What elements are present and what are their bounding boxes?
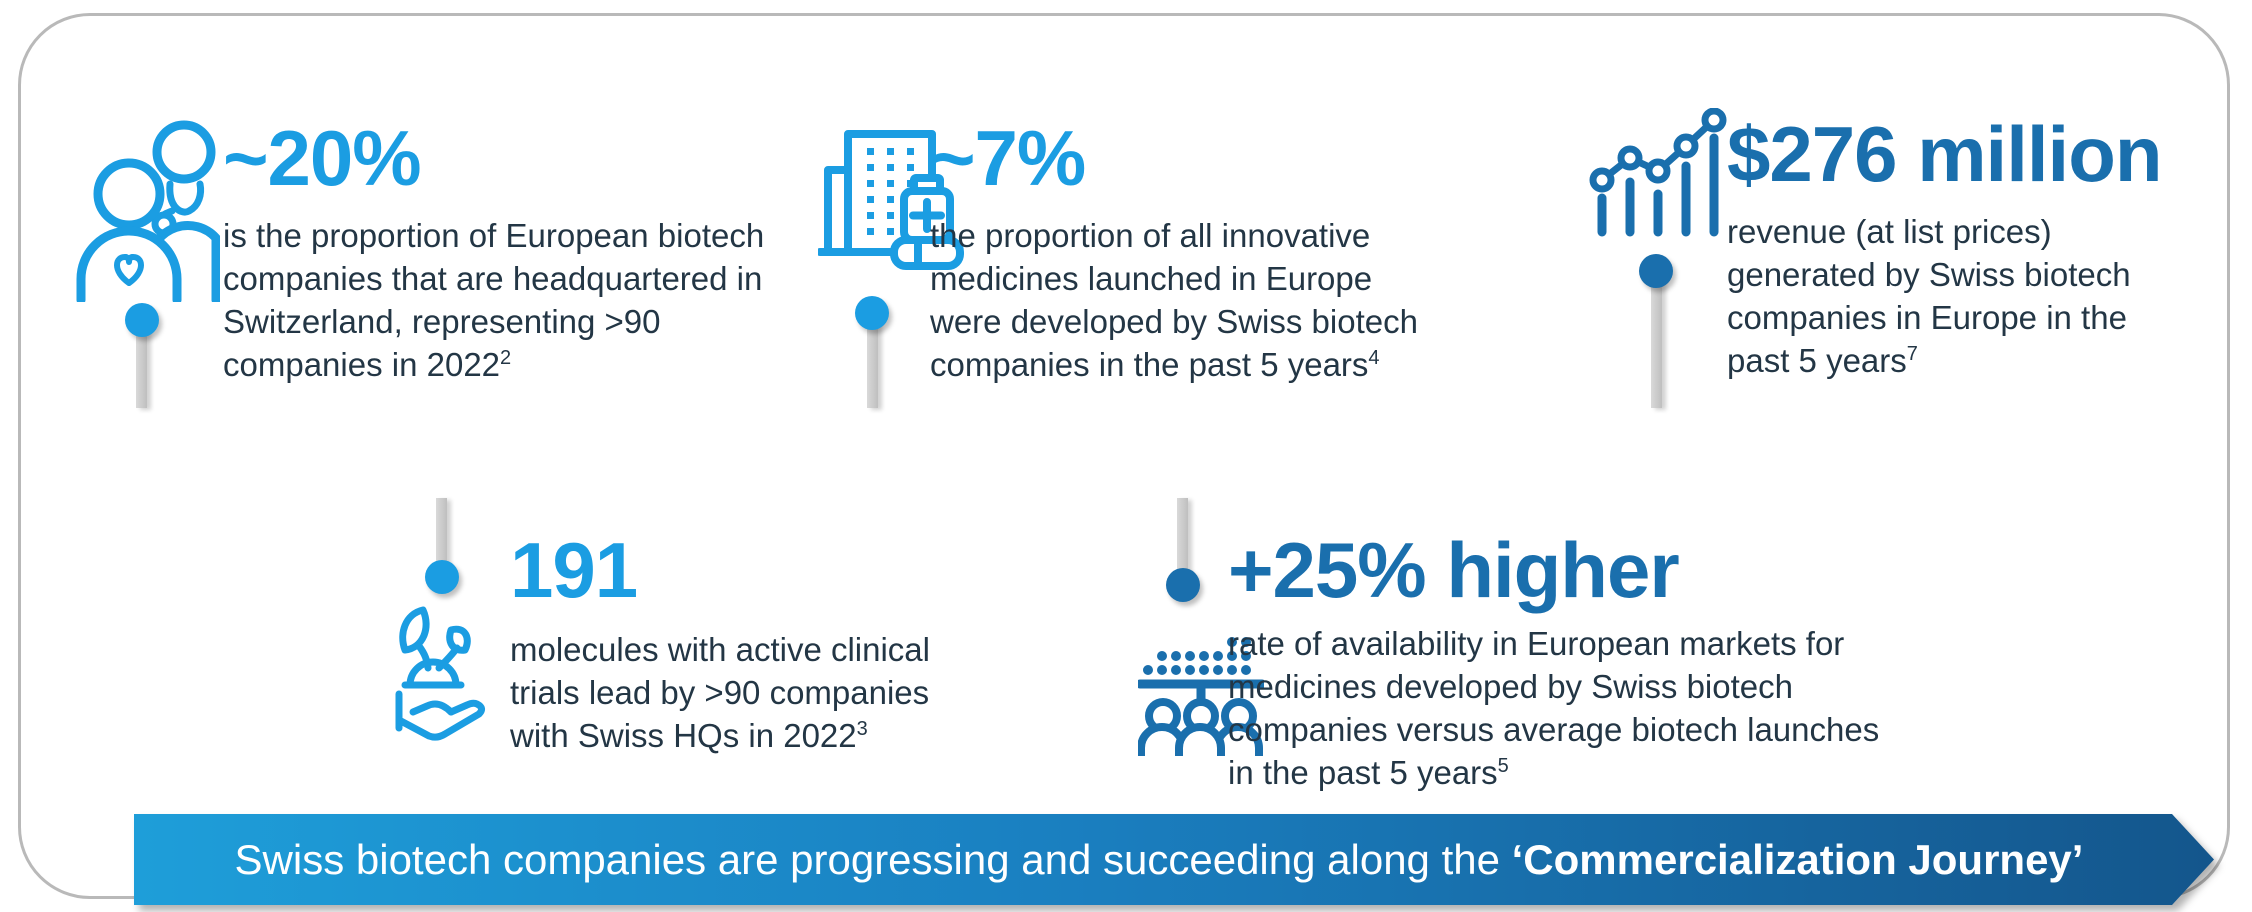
connector-line-3 [1651, 271, 1662, 408]
stat-description: molecules with active clinical trials le… [510, 628, 930, 757]
footnote-ref: 2 [500, 347, 512, 369]
connector-line-2 [867, 313, 878, 408]
stat-line: companies in 20222 [223, 346, 512, 383]
stat-line: is the proportion of European biotech [223, 217, 765, 254]
audience-chart-icon [1135, 616, 1267, 761]
hand-plant-icon [395, 606, 487, 749]
stat-line: the proportion of all innovative [930, 217, 1371, 254]
stat-line: past 5 years7 [1727, 342, 1918, 379]
stat-line: were developed by Swiss biotech [930, 303, 1418, 340]
connector-dot-4 [425, 560, 459, 594]
stat-availability-rate: +25% higher rate of availability in Euro… [1228, 528, 1879, 794]
stat-innovative-medicines-share: ~7% the proportion of all innovative med… [930, 116, 1418, 386]
stat-line: rate of availability in European markets… [1228, 625, 1845, 662]
banner-text-normal: Swiss biotech companies are progressing … [234, 835, 1512, 883]
stat-value: ~7% [930, 114, 1086, 202]
stat-line: molecules with active clinical [510, 631, 930, 668]
stat-description: the proportion of all innovative medicin… [930, 214, 1418, 386]
stat-description: revenue (at list prices) generated by Sw… [1727, 210, 2162, 382]
stat-line: revenue (at list prices) [1727, 213, 2052, 250]
stat-line: companies in the past 5 years4 [930, 346, 1380, 383]
connector-dot-1 [125, 303, 159, 337]
stat-description: is the proportion of European biotech co… [223, 214, 764, 386]
commercialization-banner: Swiss biotech companies are progressing … [67, 407, 2147, 498]
patient-doctor-icon [72, 112, 221, 307]
stat-line: Switzerland, representing >90 [223, 303, 661, 340]
stat-line: companies versus average biotech launche… [1228, 711, 1880, 748]
stat-line: generated by Swiss biotech [1727, 256, 2131, 293]
stat-line: medicines launched in Europe [930, 260, 1373, 297]
stat-line: medicines developed by Swiss biotech [1228, 668, 1793, 705]
connector-dot-3 [1639, 254, 1673, 288]
banner-text-bold: ‘Commercialization Journey’ [1511, 835, 2084, 883]
stat-description: rate of availability in European markets… [1228, 622, 1879, 794]
hospital-medicine-icon [816, 124, 973, 299]
connector-line-4 [436, 498, 447, 578]
stat-line: with Swiss HQs in 20223 [510, 717, 868, 754]
stat-europe-revenue: $276 million revenue (at list prices) ge… [1727, 110, 2163, 382]
stat-line: trials lead by >90 companies [510, 674, 930, 711]
stat-value: +25% higher [1228, 526, 1680, 614]
growth-chart-icon [1588, 107, 1728, 243]
footnote-ref: 3 [856, 718, 868, 740]
footnote-ref: 4 [1368, 347, 1380, 369]
footnote-ref: 7 [1906, 343, 1918, 365]
stat-european-hq-share: ~20% is the proportion of European biote… [223, 116, 764, 386]
stat-active-molecules: 191 molecules with active clinical trial… [510, 528, 930, 757]
footnote-ref: 5 [1497, 755, 1509, 777]
connector-line-1 [136, 320, 147, 408]
stat-line: companies that are headquartered in [223, 260, 763, 297]
stat-value: $276 million [1727, 110, 2163, 198]
stat-value: ~20% [223, 114, 422, 202]
connector-dot-2 [855, 296, 889, 330]
stat-line: in the past 5 years5 [1228, 754, 1509, 791]
stat-value: 191 [510, 526, 638, 614]
banner-text: Swiss biotech companies are progressing … [235, 836, 2114, 884]
connector-line-5 [1177, 498, 1188, 586]
rounded-card [18, 13, 2230, 899]
stat-line: companies in Europe in the [1727, 299, 2127, 336]
banner-arrow-shape: Swiss biotech companies are progressing … [134, 814, 2214, 905]
connector-dot-5 [1166, 568, 1200, 602]
